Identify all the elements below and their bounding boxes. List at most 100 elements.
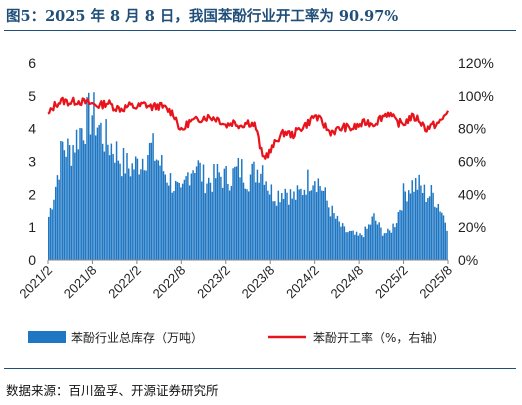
legend-bar-swatch (28, 331, 66, 343)
bar (199, 162, 201, 260)
bar (380, 227, 382, 260)
bar (279, 202, 281, 260)
bar (254, 182, 257, 260)
bar (350, 230, 353, 260)
bar (421, 192, 424, 260)
bar (399, 209, 401, 260)
bar (136, 158, 139, 260)
bar (114, 162, 116, 260)
bar (409, 193, 412, 260)
bar (154, 160, 156, 260)
bar (314, 181, 316, 260)
bar (439, 211, 441, 260)
bar (75, 129, 78, 260)
bar (221, 187, 224, 260)
bar (293, 191, 295, 260)
bar (246, 189, 248, 260)
x-axis-ticks: 2021/2 2021/8 2022/2 2022/8 2023/2 2023/8 2024… (16, 260, 455, 301)
bar (374, 220, 377, 260)
bar (143, 170, 146, 260)
bar (138, 174, 140, 260)
right-tick-label: 40% (458, 186, 486, 202)
bar (65, 156, 67, 260)
bar (352, 230, 354, 260)
bar (286, 192, 288, 260)
bar (411, 180, 413, 260)
bar (164, 174, 166, 260)
bar (402, 183, 405, 260)
bar (230, 185, 233, 260)
bar (437, 203, 440, 260)
bar (385, 232, 387, 260)
bar (343, 226, 346, 260)
legend-line-label: 苯酚开工率（%，右轴） (313, 330, 444, 345)
bar (202, 164, 205, 260)
bar (361, 235, 363, 260)
bar (147, 155, 149, 260)
left-tick-label: 1 (28, 219, 36, 235)
bar (51, 209, 53, 260)
bar (401, 210, 403, 260)
bar (308, 191, 311, 260)
x-tick-label: 2021/8 (61, 263, 100, 302)
bar (128, 168, 130, 260)
bar (188, 185, 191, 260)
bar (169, 173, 172, 260)
bar (362, 237, 365, 260)
bar (289, 189, 292, 260)
bar (428, 196, 431, 260)
bar (112, 153, 114, 260)
bar (340, 226, 342, 260)
bar (67, 138, 69, 260)
left-tick-label: 6 (28, 55, 36, 71)
bar (237, 158, 240, 260)
page-title: 图5：2025 年 8 月 8 日，我国苯酚行业开工率为 90.97% (6, 8, 399, 25)
bar (88, 92, 90, 260)
bar (117, 160, 120, 260)
bar (315, 192, 318, 260)
bar (394, 227, 396, 260)
bar (157, 160, 160, 260)
bar (359, 233, 361, 260)
bar (218, 172, 220, 260)
bar (208, 177, 210, 260)
bar (317, 178, 320, 260)
bar (79, 127, 81, 260)
bar (282, 198, 285, 260)
bar (216, 164, 219, 260)
bar (178, 182, 180, 260)
bar (49, 207, 52, 260)
bar (129, 176, 132, 260)
left-tick-label: 0 (28, 252, 36, 268)
bar (239, 177, 241, 260)
x-tick-label: 2024/8 (327, 263, 366, 302)
bar (388, 230, 391, 260)
right-tick-label: 100% (458, 88, 494, 104)
bar (392, 223, 394, 260)
bar (425, 201, 427, 260)
bar (228, 190, 231, 260)
bar (194, 173, 196, 260)
bar (74, 152, 76, 260)
bar (277, 190, 280, 260)
bar (223, 168, 226, 260)
bar (334, 218, 337, 260)
bar (235, 166, 238, 260)
bar (275, 205, 278, 260)
bar (131, 163, 133, 260)
bar (183, 179, 186, 260)
legend-bar-label: 苯酚行业总库存（万吨） (71, 330, 203, 345)
bar (357, 235, 360, 260)
right-axis-ticks: 0% 20% 40% 60% 80% 100% 120% (458, 55, 494, 268)
bar (171, 192, 173, 260)
inventory-bars (48, 92, 448, 260)
bar (284, 188, 286, 260)
bar (209, 182, 212, 260)
bar (162, 171, 165, 260)
bar (161, 155, 163, 260)
bar (395, 223, 398, 260)
bar (63, 150, 66, 260)
bar (48, 216, 50, 260)
bar (134, 156, 137, 260)
bar (376, 224, 379, 260)
